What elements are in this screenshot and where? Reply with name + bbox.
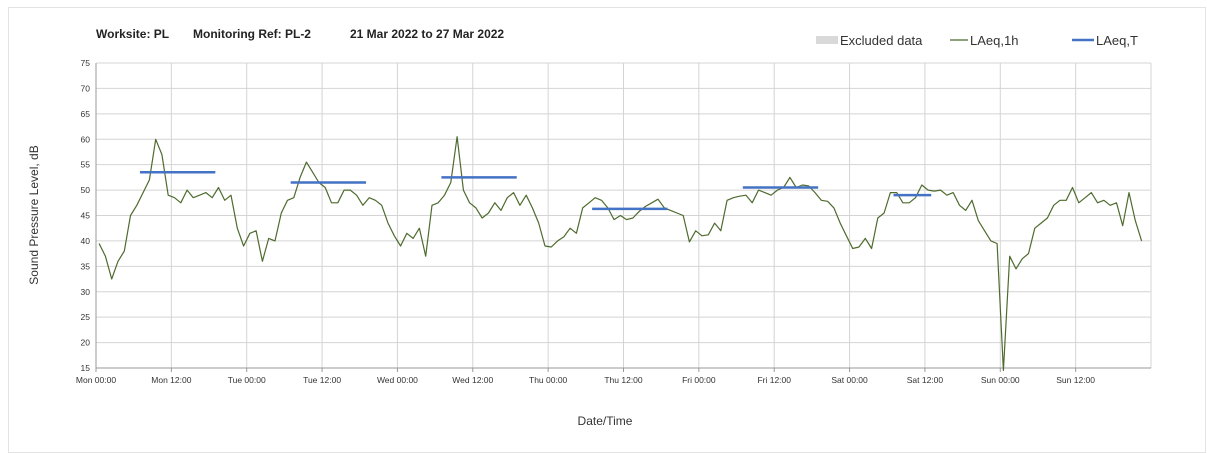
legend-laeqt-label: LAeq,T [1096, 33, 1138, 48]
y-tick-label: 25 [81, 312, 91, 322]
y-tick-label: 60 [81, 134, 91, 144]
y-tick-label: 55 [81, 160, 91, 170]
x-axis-label: Date/Time [578, 414, 633, 428]
y-tick-label: 35 [81, 261, 91, 271]
y-tick-label: 20 [81, 338, 91, 348]
legend-excluded-label: Excluded data [840, 33, 923, 48]
x-tick-label: Tue 00:00 [228, 375, 266, 385]
chart-header-date-range: 21 Mar 2022 to 27 Mar 2022 [350, 27, 504, 41]
series-laeq1h-line [98, 136, 1143, 372]
legend-laeq1h-label: LAeq,1h [970, 33, 1018, 48]
y-tick-label: 40 [81, 236, 91, 246]
x-tick-label: Sun 12:00 [1056, 375, 1095, 385]
x-tick-label: Wed 12:00 [452, 375, 493, 385]
x-tick-label: Thu 00:00 [529, 375, 568, 385]
chart-frame [8, 7, 1206, 453]
x-tick-label: Mon 00:00 [76, 375, 116, 385]
x-tick-label: Fri 12:00 [757, 375, 791, 385]
chart-header-worksite: Worksite: PL [96, 27, 169, 41]
x-tick-label: Mon 12:00 [151, 375, 191, 385]
y-tick-label: 30 [81, 287, 91, 297]
series-layer [98, 136, 1143, 372]
x-tick-label: Sun 00:00 [981, 375, 1020, 385]
x-tick-label: Fri 00:00 [682, 375, 716, 385]
x-tick-label: Sat 12:00 [907, 375, 944, 385]
y-ticks: 15 20 25 30 35 40 45 50 55 60 65 70 75 [81, 58, 91, 373]
x-tick-label: Sat 00:00 [831, 375, 868, 385]
y-axis-label: Sound Pressure Level, dB [27, 145, 41, 284]
y-tick-label: 15 [81, 363, 91, 373]
y-tick-label: 75 [81, 58, 91, 68]
legend-excluded-swatch [816, 36, 838, 44]
chart-header-monitoring-ref: Monitoring Ref: PL-2 [193, 27, 311, 41]
x-ticks: Mon 00:00 Mon 12:00 Tue 00:00 Tue 12:00 Wed … [76, 375, 1095, 385]
y-tick-label: 50 [81, 185, 91, 195]
x-tick-label: Wed 00:00 [377, 375, 418, 385]
x-tick-label: Tue 12:00 [303, 375, 341, 385]
x-tick-label: Thu 12:00 [604, 375, 643, 385]
y-tick-label: 45 [81, 211, 91, 221]
y-tick-label: 70 [81, 83, 91, 93]
grid [95, 62, 1152, 372]
legend: Excluded data LAeq,1h LAeq,T [816, 33, 1138, 48]
y-tick-label: 65 [81, 109, 91, 119]
